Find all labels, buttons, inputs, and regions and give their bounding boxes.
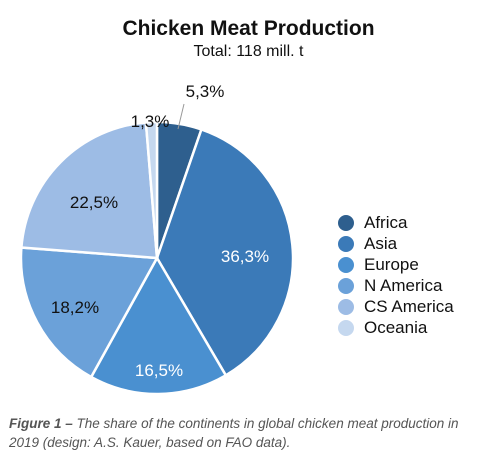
data-label-africa: 5,3% [186,82,225,101]
legend-item-cs-america: CS America [338,296,454,317]
figure-caption-label: Figure 1 – [9,416,73,431]
legend-swatch [338,235,354,252]
legend-label: Oceania [364,317,428,337]
legend-swatch [338,256,354,273]
pie-slice-cs-america [20,121,159,260]
leader-line-africa [177,103,185,130]
data-label-asia: 36,3% [221,247,269,266]
legend-item-africa: Africa [338,212,454,233]
legend-item-asia: Asia [338,233,454,254]
legend-item-europe: Europe [338,254,454,275]
figure-caption: Figure 1 – The share of the continents i… [9,414,479,452]
legend-label: Asia [364,233,398,253]
pie-slice-europe [89,255,228,396]
data-label-cs-america: 22,5% [70,193,118,212]
legend-item-oceania: Oceania [338,317,454,338]
legend-swatch [338,214,354,231]
chart-legend: Africa Asia Europe N America CS America Ocean… [338,212,454,338]
legend-swatch [338,319,354,336]
legend-label: Europe [364,254,419,274]
legend-label: Africa [364,212,408,232]
pie-slice-n-america [19,246,160,379]
chart-subtitle: Total: 118 mill. t [193,43,304,60]
data-label-n-america: 18,2% [51,298,99,317]
legend-item-n-america: N America [338,275,454,296]
pie-chart: 5,3% 36,3% 16,5% 18,2% 22,5% 1,3% [19,82,295,396]
pie-slice-oceania [144,120,159,259]
legend-label: CS America [364,296,454,316]
legend-swatch [338,298,354,315]
chart-title: Chicken Meat Production [122,17,375,40]
figure-caption-text: The share of the continents in global ch… [9,416,459,450]
legend-swatch [338,277,354,294]
data-label-europe: 16,5% [135,361,183,380]
data-label-oceania: 1,3% [131,112,170,131]
legend-label: N America [364,275,443,295]
